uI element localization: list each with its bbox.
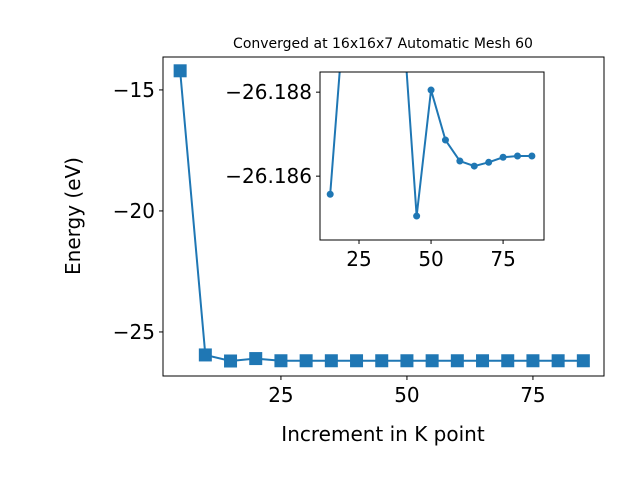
marker xyxy=(551,354,565,368)
x-axis-label: Increment in K point xyxy=(281,422,485,446)
y-tick-label: −15 xyxy=(113,78,155,102)
x-tick-label: 75 xyxy=(520,383,545,407)
axes-frame xyxy=(319,71,545,241)
y-tick-label: −26.188 xyxy=(225,80,312,104)
marker xyxy=(576,354,590,368)
marker xyxy=(350,354,364,368)
marker xyxy=(375,354,389,368)
marker xyxy=(399,5,406,12)
marker xyxy=(456,157,464,165)
marker xyxy=(249,352,263,366)
marker xyxy=(501,354,515,368)
marker xyxy=(485,158,493,166)
axes-frame xyxy=(162,56,605,377)
marker xyxy=(526,354,540,368)
marker xyxy=(341,5,348,12)
marker xyxy=(528,152,536,160)
y-axis-label: Energy (eV) xyxy=(61,157,85,275)
plot-layer xyxy=(326,5,536,220)
marker xyxy=(384,5,391,12)
marker xyxy=(476,354,490,368)
marker xyxy=(299,354,313,368)
marker xyxy=(274,354,288,368)
marker xyxy=(441,136,449,144)
marker xyxy=(224,354,238,368)
marker xyxy=(413,212,421,220)
marker xyxy=(173,64,187,78)
x-tick-label: 25 xyxy=(268,383,293,407)
marker xyxy=(324,354,338,368)
marker xyxy=(400,354,414,368)
plot-layer xyxy=(173,64,590,368)
marker xyxy=(370,5,377,12)
x-tick-label: 50 xyxy=(418,247,443,271)
y-tick-label: −26.186 xyxy=(225,164,312,188)
marker xyxy=(326,190,334,198)
marker xyxy=(513,152,521,160)
x-tick-label: 75 xyxy=(490,247,515,271)
x-tick-label: 25 xyxy=(346,247,371,271)
marker xyxy=(356,5,363,12)
x-tick-label: 50 xyxy=(394,383,419,407)
marker xyxy=(470,162,478,170)
y-tick-label: −20 xyxy=(113,199,155,223)
marker xyxy=(425,354,439,368)
y-tick-label: −25 xyxy=(113,320,155,344)
marker xyxy=(450,354,464,368)
chart-title: Converged at 16x16x7 Automatic Mesh 60 xyxy=(233,36,533,52)
marker xyxy=(427,86,435,94)
marker xyxy=(499,153,507,161)
marker xyxy=(198,348,212,362)
